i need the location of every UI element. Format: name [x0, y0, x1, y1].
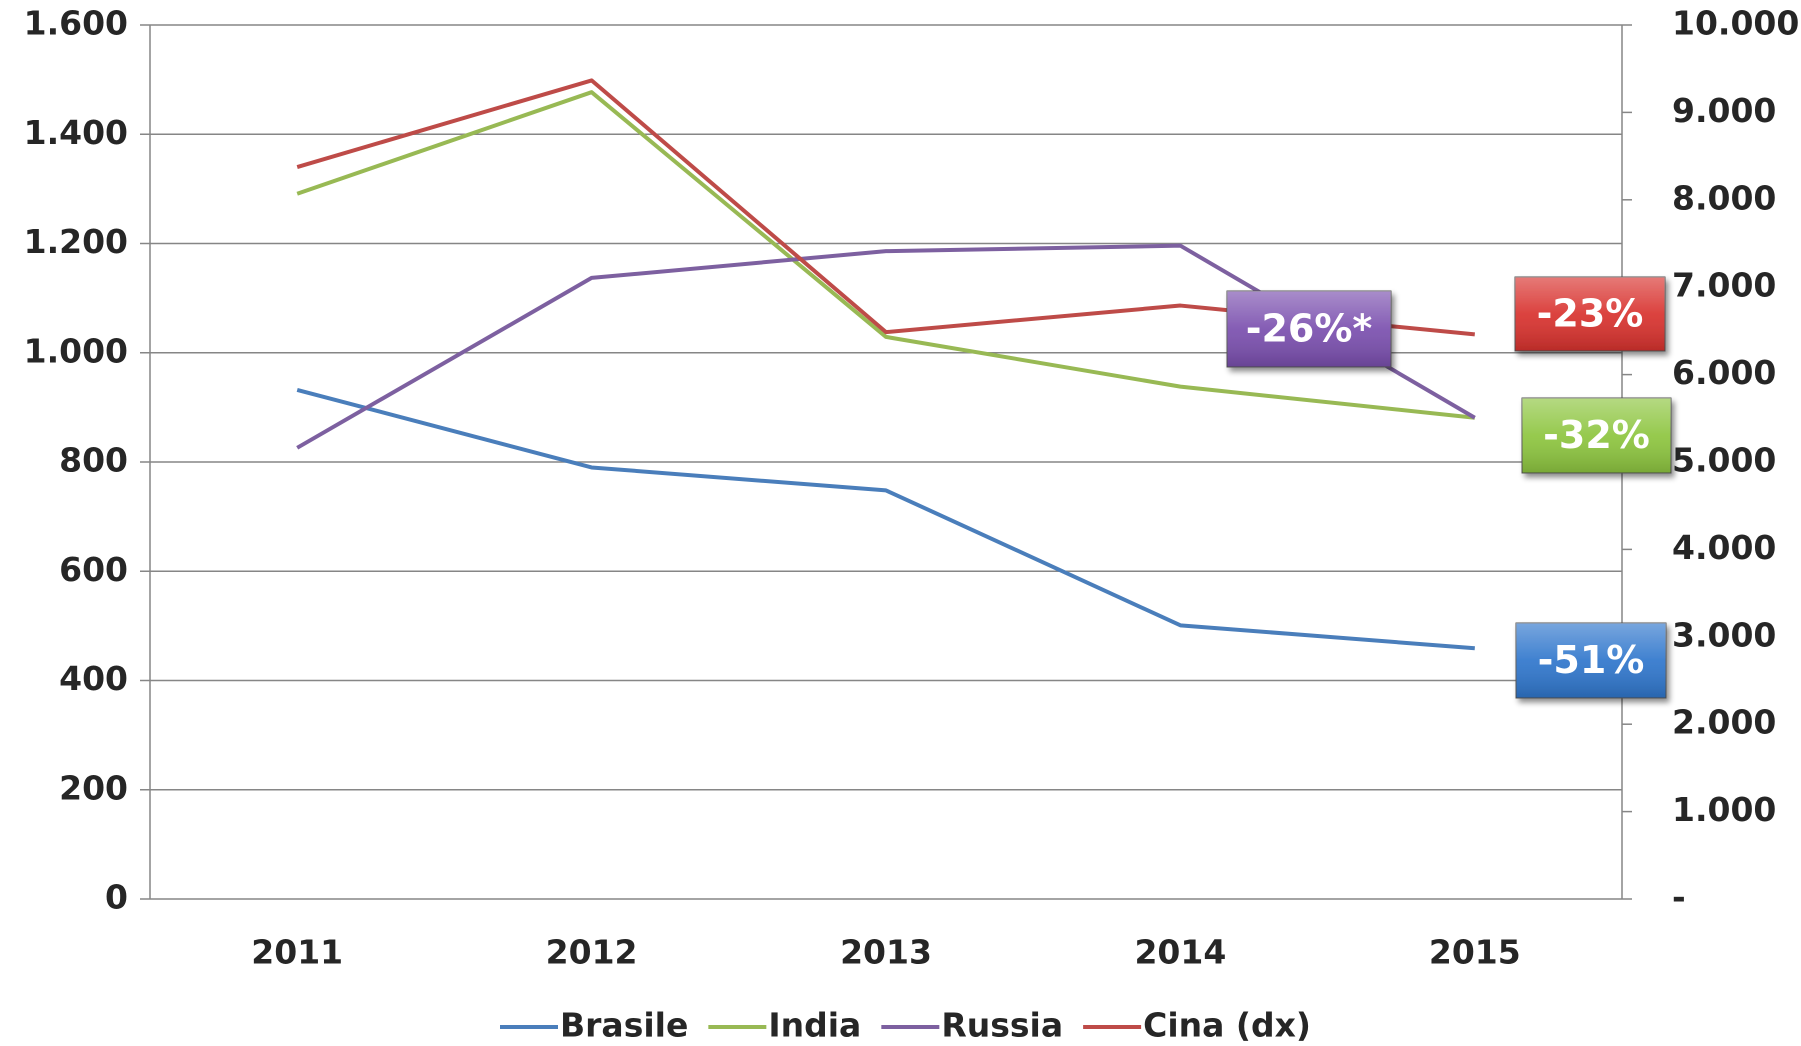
y2-tick-label: 1.000 — [1672, 790, 1776, 829]
legend-label: Russia — [941, 1006, 1063, 1045]
series-line — [296, 387, 1475, 651]
annotation-text: -51% — [1538, 638, 1645, 682]
y-tick-label: 600 — [59, 550, 128, 589]
y-tick-label: 1.400 — [24, 113, 128, 152]
legend-label: Brasile — [560, 1006, 688, 1045]
annotation — [1226, 290, 1392, 368]
legend-label: Cina (dx) — [1143, 1006, 1311, 1045]
x-tick-label: 2012 — [546, 933, 638, 972]
y2-tick-label: 8.000 — [1672, 178, 1776, 217]
y-tick-label: 400 — [59, 659, 128, 698]
y-tick-label: 800 — [59, 441, 128, 480]
y2-tick-label: 10.000 — [1672, 4, 1799, 43]
y-tick-label: 1.000 — [24, 331, 128, 370]
x-tick-label: 2014 — [1134, 933, 1226, 972]
y2-tick-label: 4.000 — [1672, 528, 1776, 567]
y2-tick-label: 5.000 — [1672, 441, 1776, 480]
annotation-text: -32% — [1543, 413, 1650, 457]
y2-tick-label: 7.000 — [1672, 266, 1776, 305]
y-tick-label: 200 — [59, 768, 128, 807]
y-tick-label: 1.200 — [24, 222, 128, 261]
y2-tick-label: 9.000 — [1672, 91, 1776, 130]
y2-tick-label: - — [1672, 878, 1686, 917]
x-tick-label: 2015 — [1429, 933, 1521, 972]
y-tick-label: 0 — [105, 878, 128, 917]
x-tick-label: 2011 — [251, 933, 343, 972]
y-tick-label: 1.600 — [24, 4, 128, 43]
x-tick-label: 2013 — [840, 933, 932, 972]
y2-tick-label: 2.000 — [1672, 703, 1776, 742]
y2-tick-label: 3.000 — [1672, 615, 1776, 654]
legend-label: India — [768, 1006, 861, 1045]
annotation-gloss — [1516, 623, 1666, 698]
annotation-gloss — [1515, 277, 1665, 351]
series-line — [296, 90, 1476, 420]
annotation — [1515, 622, 1667, 699]
annotation-text: -26%* — [1246, 307, 1373, 351]
annotation-text: -23% — [1537, 292, 1644, 336]
annotation — [1514, 276, 1666, 352]
annotation-gloss — [1227, 291, 1391, 367]
y2-tick-label: 6.000 — [1672, 353, 1776, 392]
annotation-gloss — [1522, 398, 1671, 473]
annotation — [1521, 397, 1672, 474]
